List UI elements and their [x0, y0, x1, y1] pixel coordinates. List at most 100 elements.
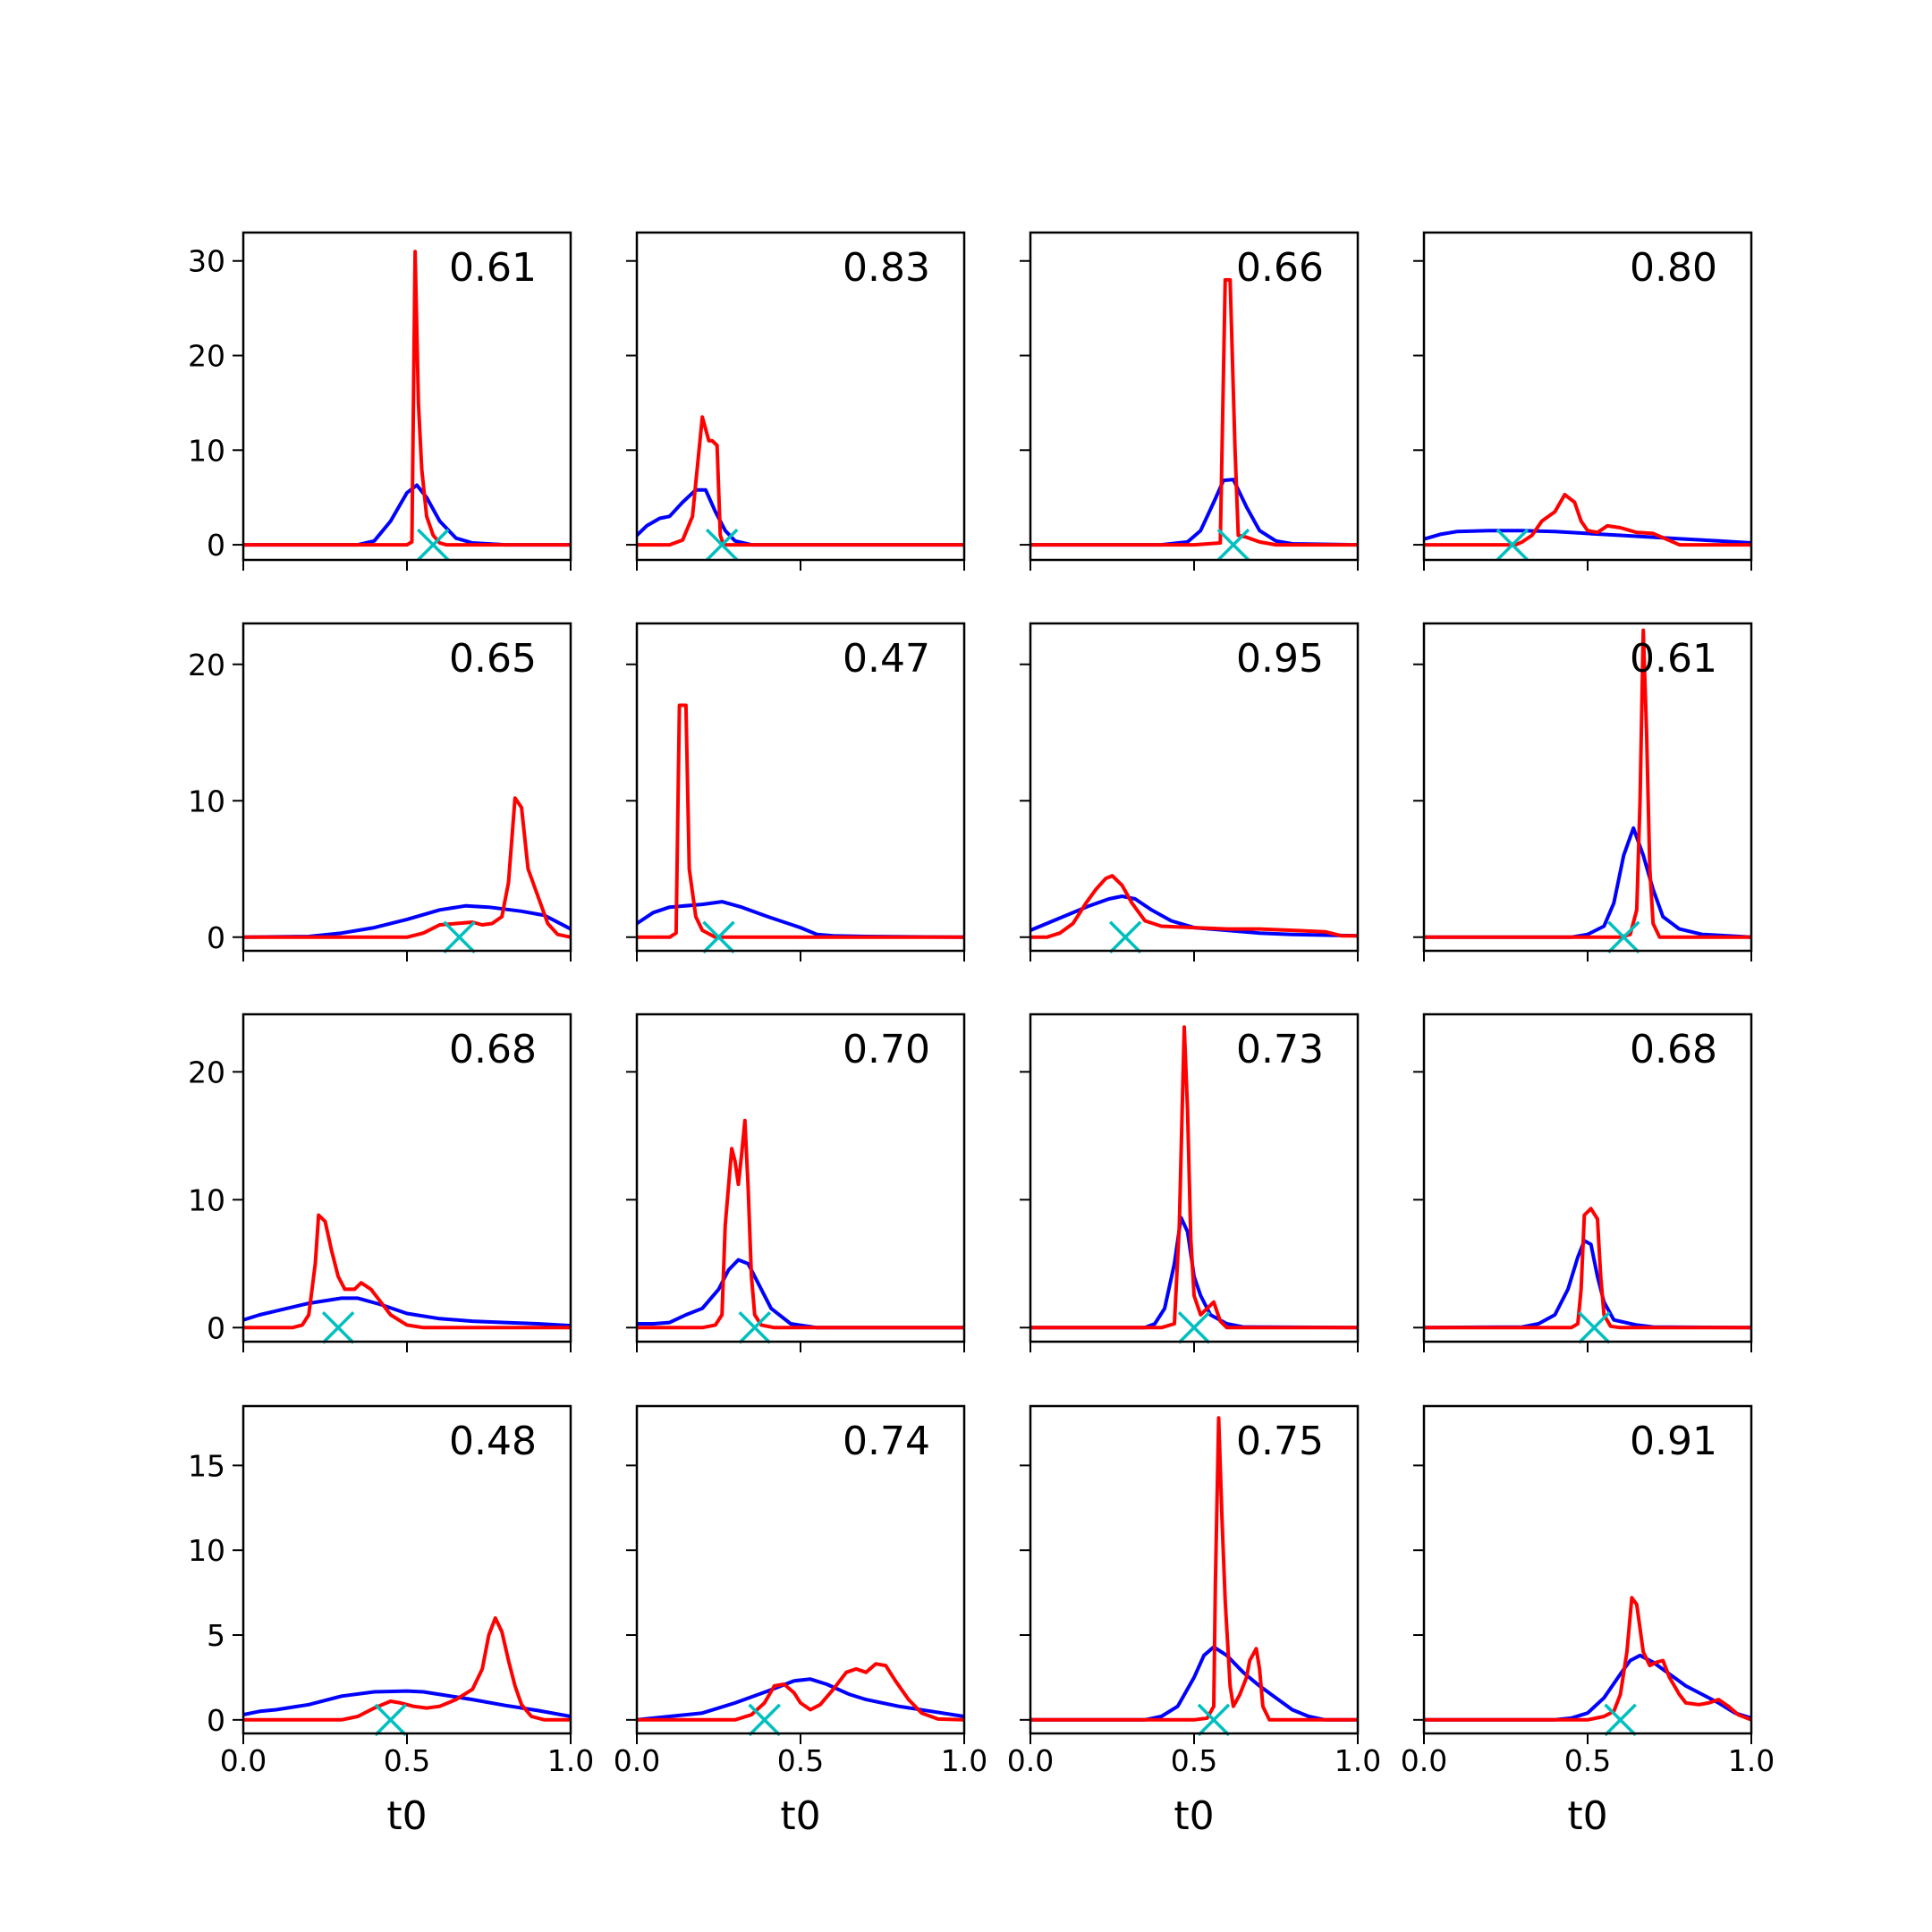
axes-frame	[1029, 231, 1360, 562]
panel-value-label: 0.80	[1630, 245, 1717, 291]
y-tick-label: 10	[188, 1182, 225, 1217]
x-marker	[417, 528, 450, 562]
blue-series-line	[1030, 1216, 1358, 1330]
blue-series-line	[243, 1296, 571, 1328]
y-tick-label: 0	[207, 1310, 225, 1345]
y-tick-label: 0	[207, 920, 225, 955]
axes-frame	[1029, 622, 1360, 953]
blue-series-line	[637, 1677, 964, 1722]
red-series-line	[1030, 277, 1358, 547]
panel-value-label: 0.83	[843, 245, 930, 291]
blue-series-line	[1424, 529, 1751, 545]
plot-area	[637, 1662, 964, 1722]
subplot-10: 0.70	[626, 1013, 966, 1352]
axes-frame	[242, 1404, 572, 1735]
red-series-line	[637, 1118, 964, 1330]
y-tick-label: 10	[188, 784, 225, 818]
y-tick-label: 0	[207, 528, 225, 563]
y-tick-label: 0	[207, 1703, 225, 1738]
blue-series-line	[1424, 1653, 1751, 1722]
red-series-line	[637, 703, 964, 939]
subplot-1: 0 10 20 30 0.61	[188, 231, 572, 571]
x-tick-label: 0.5	[777, 1743, 824, 1778]
x-marker	[748, 1703, 781, 1737]
x-axis-label: t0	[1567, 1793, 1607, 1839]
x-marker-stroke	[748, 1703, 781, 1737]
x-marker	[705, 528, 739, 562]
subplot-9: 0 10 20 0.68	[188, 1013, 572, 1352]
plot-area	[1424, 1207, 1751, 1330]
axes-frame	[635, 231, 966, 562]
blue-series-line	[1030, 894, 1358, 938]
x-marker	[702, 920, 735, 953]
blue-series-line	[1424, 826, 1751, 939]
subplot-5: 0 10 20 0.65	[188, 622, 572, 962]
x-tick-label: 0.0	[1401, 1743, 1447, 1778]
subplot-2: 0.83	[626, 231, 966, 571]
plot-area	[1030, 874, 1358, 939]
x-tick-label: 0.0	[1007, 1743, 1054, 1778]
y-tick-label: 15	[188, 1448, 225, 1483]
axes-frame	[635, 622, 966, 953]
subplot-16: 0.0 0.5 1.0 0.91 t0	[1401, 1404, 1775, 1839]
red-series-line	[1030, 1416, 1358, 1722]
plot-area	[1030, 1025, 1358, 1330]
blue-series-line	[637, 900, 964, 939]
plot-area	[637, 415, 964, 547]
panel-value-label: 0.68	[449, 1027, 537, 1072]
x-marker-stroke	[1496, 528, 1530, 562]
plot-area	[1030, 1416, 1358, 1722]
x-marker-stroke	[417, 528, 450, 562]
axes-frame	[1029, 1404, 1360, 1735]
x-tick-label: 0.5	[384, 1743, 430, 1778]
x-marker	[321, 1311, 355, 1344]
panel-value-label: 0.61	[1630, 636, 1717, 682]
x-marker-stroke	[738, 1311, 771, 1344]
x-marker	[1177, 1311, 1211, 1344]
axes-frame	[1029, 1013, 1360, 1343]
panel-value-label: 0.48	[449, 1419, 537, 1464]
x-marker-stroke	[1108, 920, 1142, 953]
x-tick-label: 0.5	[1171, 1743, 1217, 1778]
x-axis-label: t0	[780, 1793, 820, 1839]
panel-value-label: 0.68	[1630, 1027, 1717, 1072]
x-axis-label: t0	[386, 1793, 427, 1839]
x-marker	[1216, 528, 1250, 562]
subplot-12: 0.68	[1413, 1013, 1753, 1352]
x-marker-stroke	[443, 920, 476, 953]
subplot-grid: 0 10 20 30 0.61 0.83 0.66 0.80 0 10 20 0.65 0.47 0.95…	[188, 231, 1775, 1839]
x-marker	[1607, 920, 1640, 953]
panel-value-label: 0.66	[1236, 245, 1324, 291]
plot-area	[1424, 628, 1751, 939]
x-marker	[1108, 920, 1142, 953]
subplot-4: 0.80	[1413, 231, 1753, 571]
axes-frame	[635, 1404, 966, 1735]
panel-value-label: 0.47	[843, 636, 930, 682]
blue-series-line	[637, 1258, 964, 1330]
plot-area	[1424, 1596, 1751, 1722]
panel-value-label: 0.91	[1630, 1419, 1717, 1464]
y-tick-label: 20	[188, 1055, 225, 1089]
subplot-3: 0.66	[1020, 231, 1360, 571]
axes-frame	[1422, 622, 1753, 953]
panel-value-label: 0.65	[449, 636, 537, 682]
x-marker-stroke	[1578, 1311, 1611, 1344]
x-marker-stroke	[321, 1311, 355, 1344]
red-series-line	[1030, 874, 1358, 939]
x-tick-label: 0.5	[1564, 1743, 1611, 1778]
y-tick-label: 20	[188, 339, 225, 374]
panel-value-label: 0.74	[843, 1419, 930, 1464]
panel-value-label: 0.73	[1236, 1027, 1324, 1072]
blue-series-line	[637, 487, 964, 547]
x-marker-stroke	[1607, 920, 1640, 953]
x-tick-label: 0.0	[220, 1743, 267, 1778]
subplot-14: 0.0 0.5 1.0 0.74 t0	[614, 1404, 987, 1839]
panel-value-label: 0.75	[1236, 1419, 1324, 1464]
x-marker-stroke	[1177, 1311, 1211, 1344]
subplot-13: 0.0 0.5 1.0 0 5 10 15 0.48 t0	[188, 1404, 594, 1839]
x-tick-label: 1.0	[1728, 1743, 1775, 1778]
plot-area	[243, 796, 571, 939]
red-series-line	[243, 796, 571, 939]
x-tick-label: 1.0	[1335, 1743, 1381, 1778]
